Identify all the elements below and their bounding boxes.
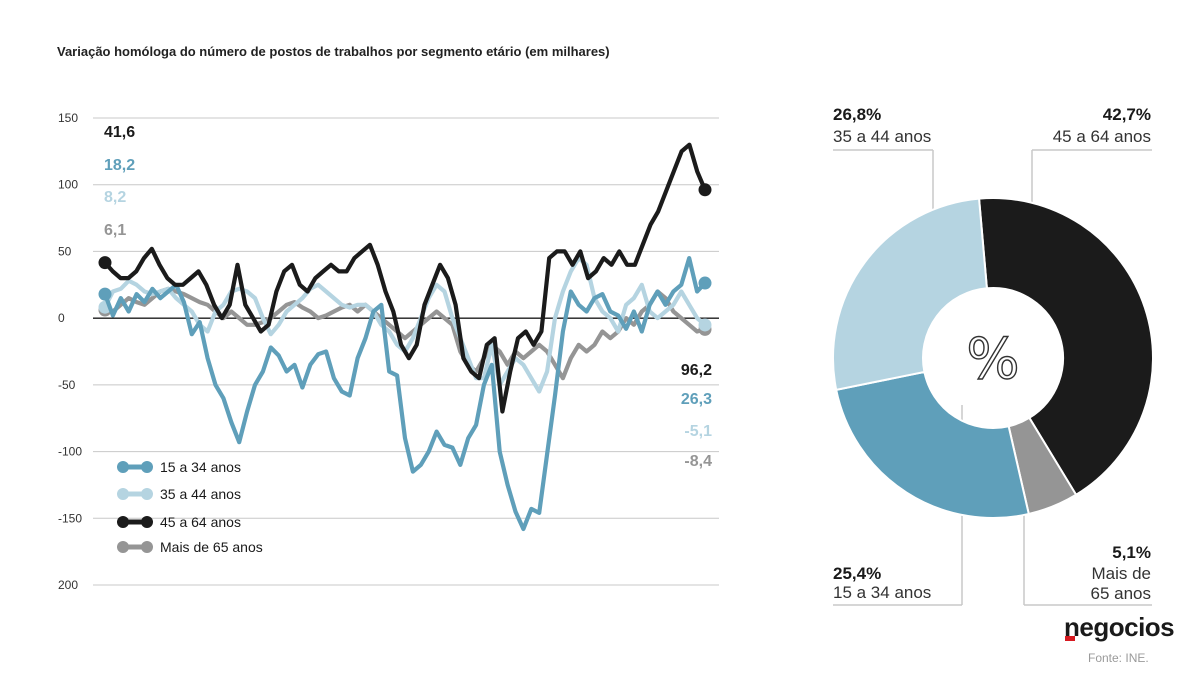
legend-swatch-dot (117, 461, 129, 473)
series-line-2 (102, 142, 708, 414)
series-end-point-2 (698, 183, 712, 197)
legend-label: 35 a 44 anos (160, 486, 241, 502)
start-value-label: 18,2 (104, 157, 135, 174)
donut-center-label: % (966, 327, 1019, 392)
donut-category-label: Mais de 65 anos (1091, 564, 1152, 603)
donut-value-label: 26,8% (833, 105, 881, 124)
series-start-point-2 (98, 256, 112, 270)
legend-swatch-dot (117, 516, 129, 528)
donut-category-label: 45 a 64 anos (1053, 127, 1151, 146)
start-value-label: 8,2 (104, 189, 126, 206)
chart-title: Variação homóloga do número de postos de… (57, 44, 610, 59)
end-value-label: -5,1 (684, 423, 712, 440)
source-note: Fonte: INE. (1088, 651, 1149, 665)
legend-swatch-dot (141, 461, 153, 473)
brand-logo: negocios (1064, 612, 1175, 642)
series-start-point-0 (98, 287, 112, 301)
brand-logo-accent (1065, 636, 1075, 641)
end-value-label: 96,2 (681, 362, 712, 379)
end-value-label: 26,3 (681, 391, 712, 408)
legend-label: 15 a 34 anos (160, 459, 241, 475)
line-chart: 150 100 50 0 -50 -100 -150 200 41,6 96,2 18,2 26,3… (58, 111, 719, 592)
donut-category-label: 35 a 44 anos (833, 127, 931, 146)
y-tick-label: -100 (58, 445, 82, 459)
start-value-label: 41,6 (104, 124, 135, 141)
y-tick-label: 50 (58, 244, 72, 258)
donut-slice (977, 197, 1154, 497)
donut-value-label: 25,4% (833, 564, 881, 583)
series-line-3 (102, 286, 708, 381)
donut-category-label: 15 a 34 anos (833, 583, 931, 602)
legend-swatch-dot (117, 541, 129, 553)
legend-swatch-dot (117, 488, 129, 500)
y-tick-label: -50 (58, 378, 76, 392)
legend-label: 45 a 64 anos (160, 514, 241, 530)
donut-slice (832, 197, 988, 392)
series-end-point-0 (698, 276, 712, 290)
start-value-label: 6,1 (104, 222, 126, 239)
y-tick-label: 0 (58, 311, 65, 325)
series-end-point-1 (698, 318, 712, 332)
legend-swatch-dot (141, 541, 153, 553)
y-tick-label: 100 (58, 178, 78, 192)
series-line-0 (102, 256, 708, 532)
y-tick-label: -150 (58, 511, 82, 525)
legend-label: Mais de 65 anos (160, 539, 263, 555)
y-tick-label: 150 (58, 111, 78, 125)
donut-value-label: 42,7% (1103, 105, 1151, 124)
end-value-label: -8,4 (684, 453, 712, 470)
legend-swatch-dot (141, 488, 153, 500)
y-tick-label: 200 (58, 578, 78, 592)
legend-swatch-dot (141, 516, 153, 528)
donut-value-label: 5,1% (1112, 543, 1151, 562)
donut-slice (835, 370, 1030, 519)
